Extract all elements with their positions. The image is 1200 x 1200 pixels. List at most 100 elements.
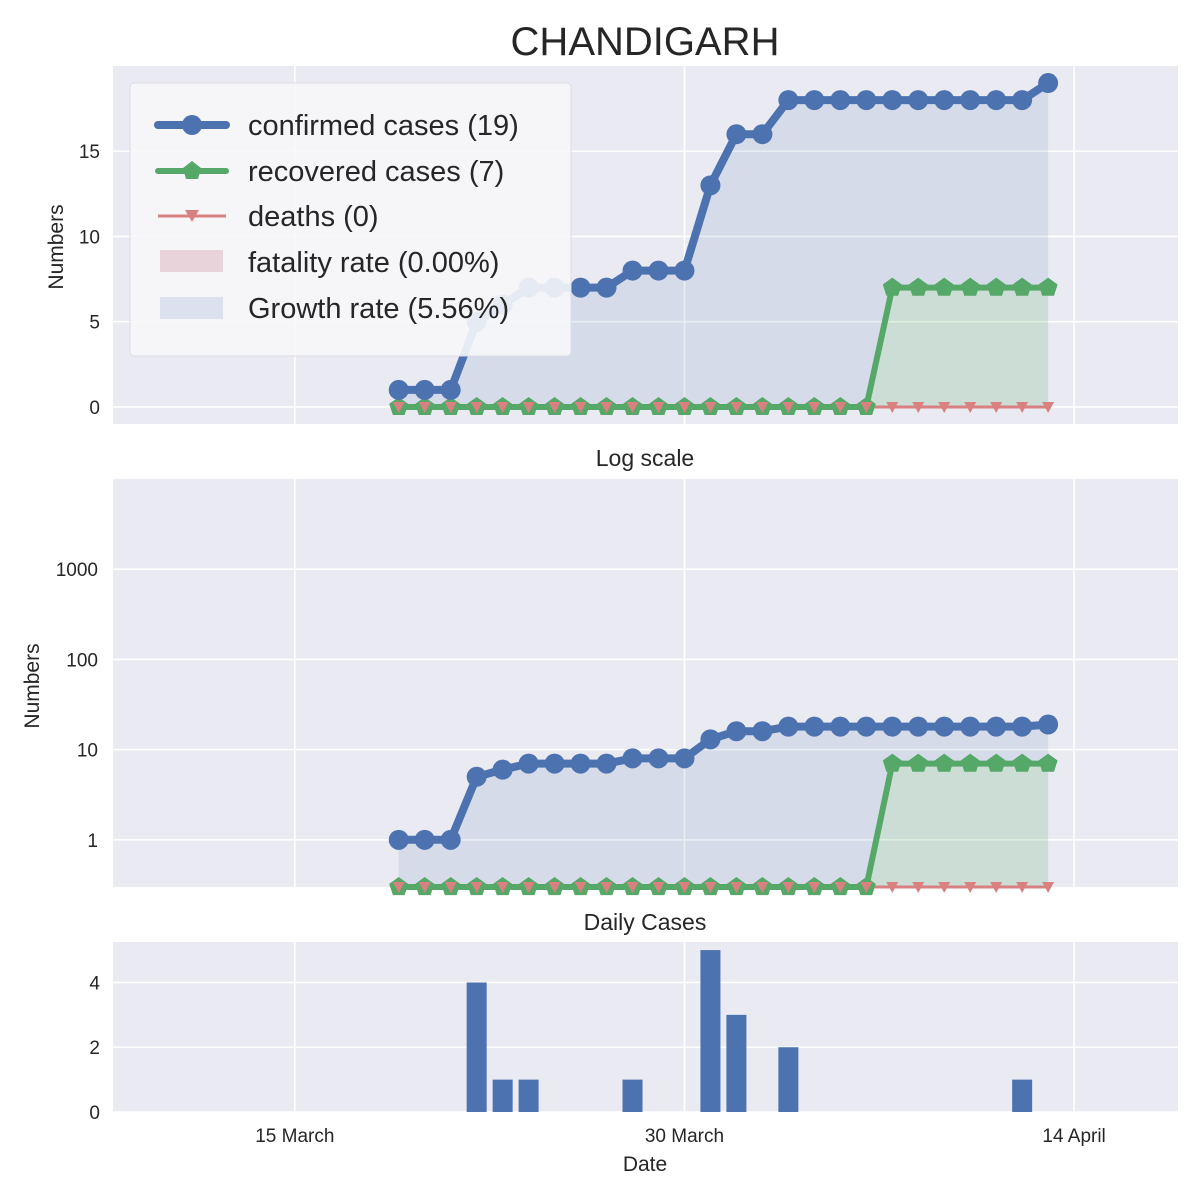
deaths-point <box>990 401 1003 413</box>
confirmed-point <box>960 716 981 737</box>
confirmed-point <box>440 379 461 400</box>
daily-bar <box>622 1079 643 1112</box>
deaths-point <box>444 882 457 893</box>
x-tick-label: 14 April <box>1042 1126 1105 1147</box>
confirmed-point <box>856 90 877 111</box>
legend-item-growth: Growth rate (5.56%) <box>160 293 509 325</box>
deaths-point <box>886 401 899 413</box>
recovered-point <box>1012 277 1032 296</box>
confirmed-point <box>674 260 695 281</box>
log-y-ticks: 1 10 100 1000 <box>56 560 98 852</box>
y-tick-label: 5 <box>89 313 100 334</box>
legend-label-deaths: deaths (0) <box>248 201 379 233</box>
recovered-area <box>398 287 1049 407</box>
confirmed-point <box>856 716 877 737</box>
confirmed-point <box>804 716 825 737</box>
recovered-point <box>986 753 1006 772</box>
deaths-point <box>600 401 613 413</box>
recovered-point <box>1038 277 1058 296</box>
y-tick-label: 1 <box>87 831 98 852</box>
daily-plot-area <box>113 942 1178 1112</box>
deaths-point <box>470 401 483 413</box>
deaths-point <box>444 401 457 413</box>
linear-scale-panel: 0 5 10 15 Numbers confirmed cases (19) reco… <box>45 66 1178 424</box>
deaths-point <box>834 401 847 413</box>
confirmed-point <box>700 729 721 750</box>
confirmed-point <box>388 379 409 400</box>
confirmed-point <box>622 260 643 281</box>
confirmed-point <box>1012 716 1033 737</box>
confirmed-point <box>648 260 669 281</box>
confirmed-point <box>648 748 669 769</box>
confirmed-point <box>570 277 591 298</box>
deaths-point <box>392 882 405 893</box>
y-tick-label: 2 <box>89 1038 100 1059</box>
confirmed-point <box>1012 90 1033 111</box>
daily-cases-panel: Daily Cases 0 2 4 15 March 30 March 14 April… <box>89 909 1178 1176</box>
legend-label-confirmed: confirmed cases (19) <box>248 110 519 142</box>
log-grid <box>113 479 1178 887</box>
confirmed-point <box>830 90 851 111</box>
deaths-point <box>574 401 587 413</box>
confirmed-point <box>544 753 565 774</box>
confirmed-point <box>596 277 617 298</box>
confirmed-point <box>882 90 903 111</box>
deaths-point <box>626 882 639 893</box>
deaths-point <box>834 882 847 893</box>
confirmed-point <box>778 90 799 111</box>
recovered-point <box>908 753 928 772</box>
confirmed-point <box>960 90 981 111</box>
y-tick-label: 4 <box>89 973 100 994</box>
confirmed-point <box>830 716 851 737</box>
legend-label-fatality: fatality rate (0.00%) <box>248 247 499 279</box>
confirmed-point <box>778 716 799 737</box>
y-tick-label: 0 <box>89 1103 100 1124</box>
deaths-point <box>756 401 769 413</box>
recovered-point <box>934 753 954 772</box>
deaths-point <box>782 401 795 413</box>
recovered-point <box>1038 753 1058 772</box>
confirmed-point <box>908 716 929 737</box>
x-axis-label: Date <box>623 1153 667 1176</box>
confirmed-point <box>700 175 721 196</box>
recovered-point <box>882 277 902 296</box>
confirmed-point <box>388 829 409 850</box>
daily-panel-title: Daily Cases <box>584 909 707 935</box>
daily-y-ticks: 0 2 4 <box>89 973 100 1124</box>
daily-grid <box>113 942 1178 1113</box>
confirmed-point <box>726 721 747 742</box>
deaths-point <box>1042 882 1055 893</box>
deaths-point <box>912 882 925 893</box>
legend-label-growth: Growth rate (5.56%) <box>248 293 509 325</box>
deaths-point <box>418 882 431 893</box>
deaths-point <box>730 882 743 893</box>
linear-y-axis-label: Numbers <box>45 204 68 289</box>
confirmed-point <box>726 124 747 145</box>
confirmed-point <box>934 716 955 737</box>
deaths-point <box>418 401 431 413</box>
legend-marker-deaths <box>185 210 199 222</box>
legend-box <box>129 82 572 357</box>
recovered-point <box>908 277 928 296</box>
recovered-point <box>1012 753 1032 772</box>
legend-swatch-growth <box>160 297 223 319</box>
confirmed-point <box>622 748 643 769</box>
deaths-point <box>990 882 1003 893</box>
legend: confirmed cases (19) recovered cases (7)… <box>129 82 572 357</box>
log-y-axis-label: Numbers <box>21 643 44 728</box>
recovered-area <box>398 763 1049 887</box>
log-scale-panel: Log scale 1 10 100 1000 Numbers <box>21 445 1178 896</box>
confirmed-point <box>804 90 825 111</box>
deaths-point <box>548 882 561 893</box>
deaths-point <box>730 401 743 413</box>
deaths-point <box>678 401 691 413</box>
deaths-point <box>756 882 769 893</box>
y-tick-label: 10 <box>77 741 98 762</box>
deaths-point <box>522 401 535 413</box>
deaths-point <box>574 882 587 893</box>
recovered-point <box>960 753 980 772</box>
confirmed-point <box>752 124 773 145</box>
x-tick-label: 15 March <box>255 1126 334 1147</box>
deaths-point <box>626 401 639 413</box>
deaths-point <box>808 401 821 413</box>
